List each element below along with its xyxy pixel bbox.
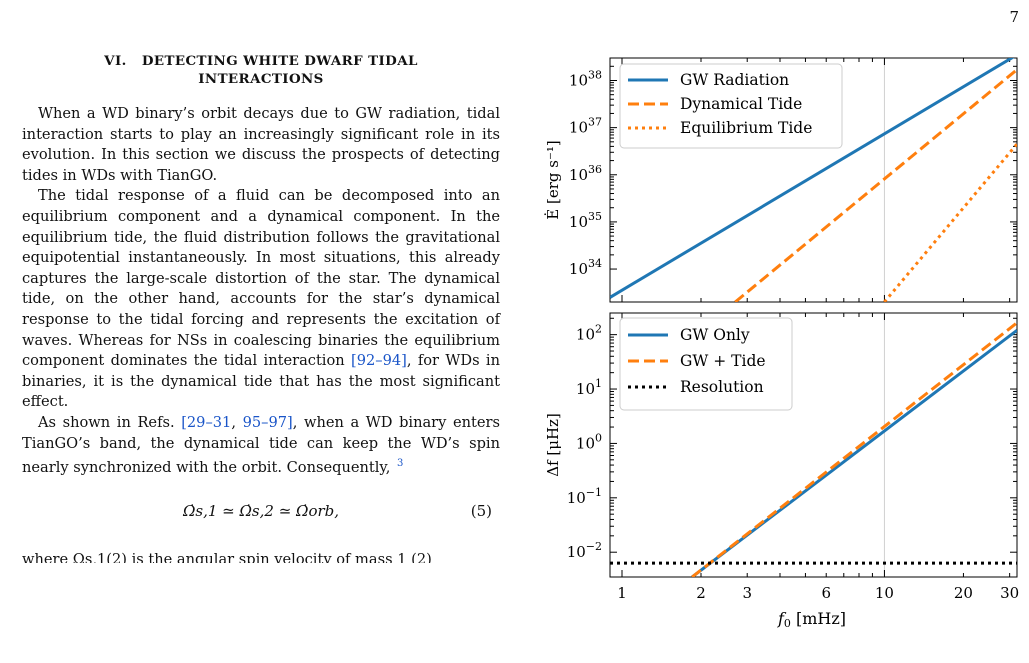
- paragraph-1: When a WD binary’s orbit decays due to G…: [22, 105, 500, 184]
- legend-equilibrium-tide: Equilibrium Tide: [680, 119, 812, 137]
- paragraph-2: The tidal response of a fluid can be dec…: [22, 187, 500, 411]
- cutoff-line: where Ωs,1(2) is the angular spin veloci…: [22, 550, 432, 563]
- series-dynamical-tide: [734, 68, 1017, 302]
- top-y-tick-labels: 1034 1035 1036 1037 1038: [569, 68, 602, 278]
- y-tick-label: 1037: [569, 116, 602, 137]
- legend-gw-radiation: GW Radiation: [680, 71, 789, 89]
- y-tick-label: 1036: [569, 163, 602, 184]
- legend-gw-plus-tide: GW + Tide: [680, 352, 766, 370]
- page-number: 7: [1009, 8, 1019, 26]
- x-tick-label: 20: [954, 584, 973, 602]
- bottom-plot-frame: [609, 312, 1018, 578]
- paragraph-3: As shown in Refs. [29–31, 95–97], when a…: [22, 413, 500, 476]
- bottom-y-tick-labels: 10−2 10−1 100 101 102: [567, 323, 602, 562]
- series-gw-radiation: [610, 58, 1015, 299]
- section-heading-line2: INTERACTIONS: [198, 71, 324, 87]
- citation-link[interactable]: [29–31: [181, 413, 232, 431]
- top-ticks: [610, 58, 1017, 302]
- footnote-marker[interactable]: 3: [397, 458, 404, 470]
- x-tick-label: 6: [821, 584, 831, 602]
- bottom-legend: GW Only GW + Tide Resolution: [619, 317, 793, 411]
- bottom-ticks: [610, 313, 1017, 577]
- y-tick-label: 101: [576, 377, 602, 398]
- x-axis-label: f0 [mHz]: [777, 609, 846, 630]
- y-tick-label: 10−1: [567, 486, 602, 507]
- series-equilibrium-tide: [883, 143, 1017, 302]
- energy-loss-panel: 1034 1035 1036 1037 1038 Ė [erg s⁻¹] GW Radi…: [544, 57, 1018, 303]
- y-tick-label: 100: [576, 431, 602, 452]
- bottom-series: [610, 321, 1017, 577]
- x-tick-labels: 1 2 3 6 10 20 30: [617, 584, 1019, 602]
- top-y-axis-label: Ė [erg s⁻¹]: [544, 140, 562, 219]
- bottom-y-axis-label: Δf [μHz]: [544, 413, 562, 477]
- top-plot-frame: [609, 57, 1018, 303]
- x-tick-label: 30: [1000, 584, 1019, 602]
- series-gw-tide: [691, 321, 1017, 577]
- equation-number: (5): [470, 501, 492, 520]
- x-tick-label: 10: [875, 584, 894, 602]
- text-column: VI. DETECTING WHITE DWARF TIDAL INTERACT…: [22, 52, 500, 563]
- y-tick-label: 1035: [569, 210, 602, 231]
- citation-link[interactable]: [92–94]: [351, 352, 407, 370]
- x-tick-label: 1: [617, 584, 627, 602]
- top-series: [610, 58, 1017, 302]
- x-tick-label: 3: [742, 584, 752, 602]
- y-tick-label: 1034: [569, 257, 602, 278]
- legend-resolution: Resolution: [680, 378, 764, 396]
- top-legend: GW Radiation Dynamical Tide Equilibrium …: [619, 63, 843, 149]
- legend-gw-only: GW Only: [680, 326, 750, 344]
- citation-link[interactable]: 95–97]: [242, 413, 293, 431]
- y-tick-label: 102: [576, 323, 602, 344]
- section-heading: VI. DETECTING WHITE DWARF TIDAL INTERACT…: [22, 52, 500, 88]
- legend-dynamical-tide: Dynamical Tide: [680, 95, 802, 113]
- series-gw-only: [691, 329, 1017, 577]
- y-tick-label: 1038: [569, 68, 602, 89]
- equation-body: Ω̇s,1 ≃ Ω̇s,2 ≃ Ω̇orb,: [182, 501, 340, 520]
- equation-5: Ω̇s,1 ≃ Ω̇s,2 ≃ Ω̇orb, (5) where Ωs,1(2)…: [22, 491, 500, 563]
- frequency-shift-panel: 10−2 10−1 100 101 102 1 2 3 6 10 20 30 Δf [μHz] f0…: [544, 312, 1019, 630]
- x-tick-label: 2: [696, 584, 706, 602]
- section-heading-line1: VI. DETECTING WHITE DWARF TIDAL: [104, 53, 418, 69]
- y-tick-label: 10−2: [567, 540, 602, 561]
